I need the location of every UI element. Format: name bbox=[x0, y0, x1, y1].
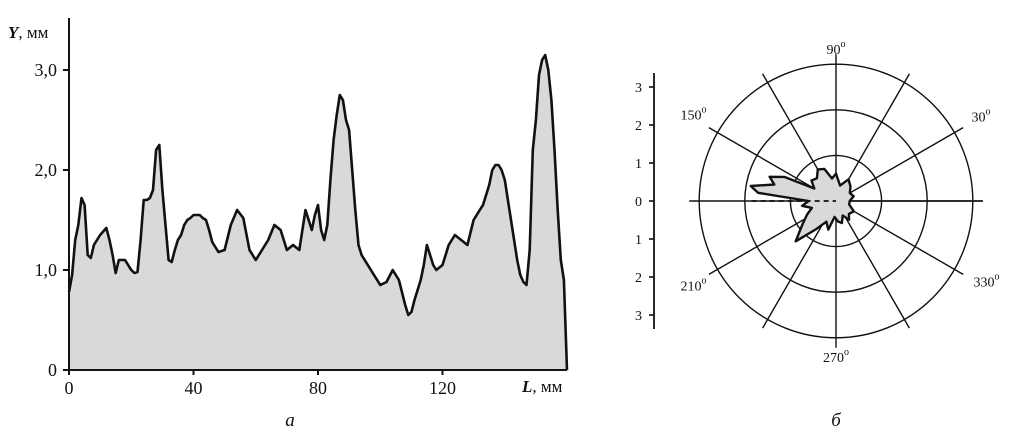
polar-scale-tick-label: 1 bbox=[635, 157, 642, 172]
profile-chart: 0 1,0 2,0 3,0 0 40 80 120 Y, мм L, мм а bbox=[8, 18, 569, 431]
polar-scale-tick-label: 1 bbox=[635, 233, 642, 248]
polar-spoke bbox=[835, 126, 964, 202]
profile-x-tick-label: 0 bbox=[65, 378, 74, 398]
polar-angle-label: 30o bbox=[972, 107, 991, 126]
polar-scale-tick-label: 3 bbox=[635, 309, 642, 324]
polar-scale-tick-label: 3 bbox=[635, 81, 642, 96]
polar-angle-labels: 90o 30o 150o 210o 270o 330o bbox=[680, 39, 999, 366]
profile-x-label: L, мм bbox=[521, 377, 563, 396]
profile-x-tick-label: 80 bbox=[309, 378, 327, 398]
profile-x-tick-label: 40 bbox=[185, 378, 203, 398]
polar-angle-label: 90o bbox=[827, 39, 846, 58]
profile-x-tick-label: 120 bbox=[429, 378, 456, 398]
polar-spoke bbox=[835, 200, 911, 329]
profile-line bbox=[67, 53, 569, 371]
profile-y-tick-label: 3,0 bbox=[35, 60, 58, 80]
polar-scale-tick-label: 2 bbox=[635, 119, 642, 134]
polar-angle-label: 270o bbox=[823, 347, 849, 366]
polar-chart: 3 2 1 0 1 2 3 90o 30o 150o 210o 270o 330o б bbox=[635, 39, 1000, 431]
profile-y-label: Y, мм bbox=[8, 23, 49, 42]
polar-spoke bbox=[835, 200, 964, 276]
polar-radial-axis: 3 2 1 0 1 2 3 bbox=[635, 73, 655, 329]
polar-angle-label: 330o bbox=[974, 271, 1000, 290]
polar-angle-label: 210o bbox=[680, 275, 706, 294]
profile-x-ticks: 0 40 80 120 bbox=[65, 370, 456, 398]
polar-polygon bbox=[749, 167, 855, 243]
profile-y-tick-label: 2,0 bbox=[35, 160, 58, 180]
polar-caption: б bbox=[831, 410, 842, 431]
profile-y-tick-label: 0 bbox=[48, 360, 57, 380]
polar-scale-tick-label: 2 bbox=[635, 271, 642, 286]
polar-scale-tick-label: 0 bbox=[635, 195, 642, 210]
profile-caption: а bbox=[285, 410, 295, 431]
profile-y-ticks: 0 1,0 2,0 3,0 bbox=[35, 60, 69, 380]
profile-y-tick-label: 1,0 bbox=[35, 260, 58, 280]
polar-angle-label: 150o bbox=[680, 105, 706, 124]
